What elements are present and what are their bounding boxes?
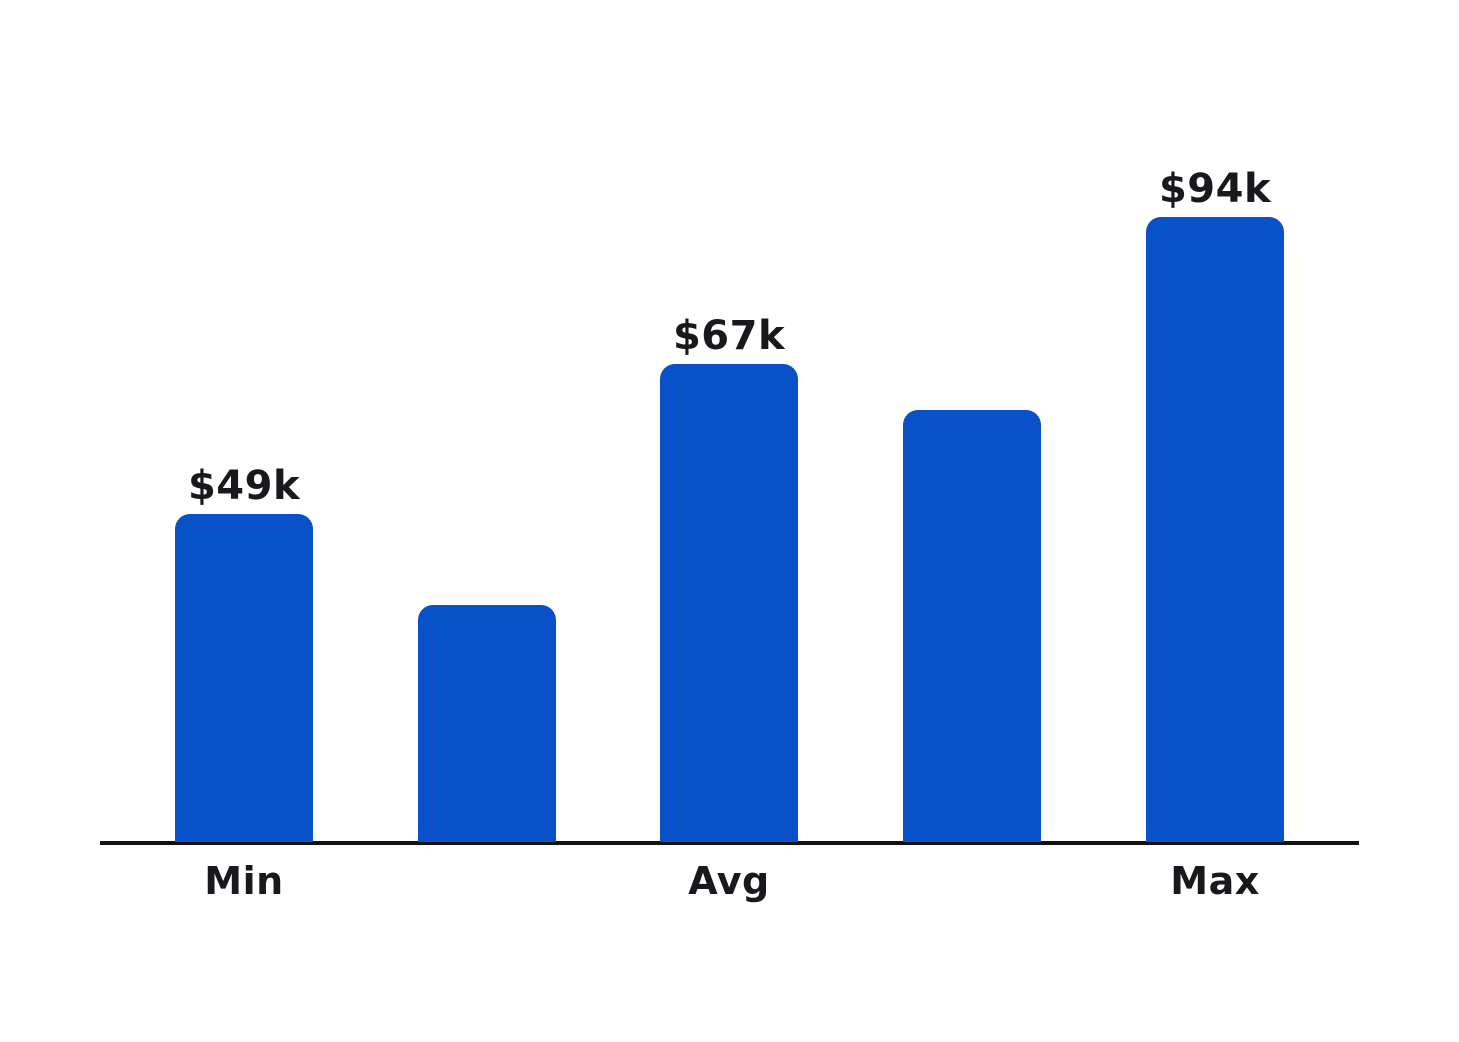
x-axis-label: Avg: [688, 859, 770, 903]
x-axis-label: Min: [204, 859, 284, 903]
x-axis-line: [100, 841, 1359, 845]
bar: [418, 605, 556, 842]
bar: [175, 514, 313, 842]
bar: [1146, 217, 1284, 842]
x-axis-label: Max: [1170, 859, 1260, 903]
bar: [660, 364, 798, 842]
bar: [903, 410, 1041, 842]
bar-value-label: $67k: [672, 313, 786, 359]
bar-value-label: $94k: [1158, 166, 1272, 212]
bar-value-label: $49k: [187, 463, 301, 509]
